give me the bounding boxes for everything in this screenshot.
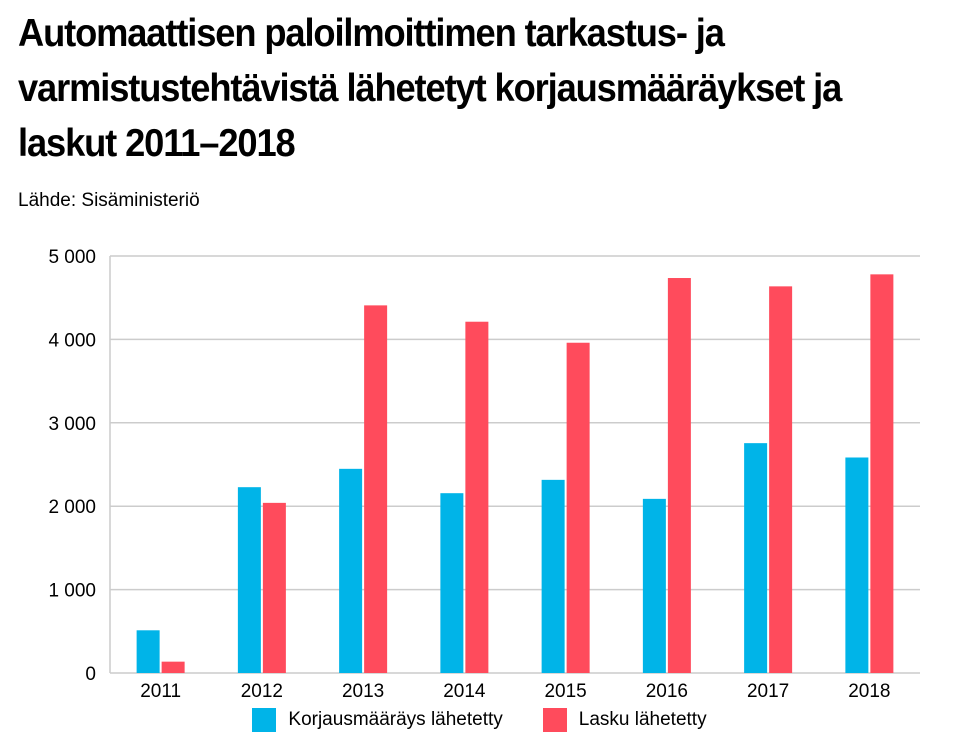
bar-korjausmaarays-2018 (845, 457, 869, 673)
legend-label: Lasku lähetetty (578, 709, 707, 730)
bar-korjausmaarays-2017 (744, 443, 768, 673)
bar-lasku-2018 (870, 274, 894, 673)
chart-title: Automaattisen paloilmoittimen tarkastus-… (18, 12, 842, 165)
legend-item-korjausmaarays: Korjausmääräys lähetetty (252, 708, 503, 732)
chart-source: Lähde: Sisäministeriö (18, 190, 200, 211)
bar-lasku-2017 (769, 286, 793, 673)
bar-lasku-2011 (161, 661, 185, 673)
bar-korjausmaarays-2014 (440, 493, 464, 673)
bar-lasku-2012 (262, 502, 286, 673)
x-tick-label: 2015 (544, 681, 586, 702)
legend-swatch (542, 708, 567, 732)
x-tick-label: 2013 (342, 681, 384, 702)
bar-lasku-2013 (364, 305, 388, 673)
y-tick-label: 3 000 (48, 414, 96, 435)
bar-korjausmaarays-2015 (541, 479, 565, 673)
y-tick-label: 5 000 (48, 247, 96, 268)
x-tick-label: 2018 (848, 681, 890, 702)
legend-item-lasku: Lasku lähetetty (542, 708, 707, 732)
y-tick-label: 0 (85, 664, 96, 685)
x-tick-label: 2016 (646, 681, 688, 702)
x-tick-label: 2012 (241, 681, 283, 702)
bar-lasku-2015 (566, 342, 590, 673)
y-tick-label: 2 000 (48, 497, 96, 518)
bar-korjausmaarays-2013 (339, 468, 363, 673)
x-tick-label: 2017 (747, 681, 789, 702)
x-tick-label: 2014 (443, 681, 486, 702)
y-tick-label: 4 000 (48, 330, 96, 351)
bar-korjausmaarays-2016 (642, 498, 666, 673)
bar-lasku-2014 (465, 321, 489, 673)
bar-korjausmaarays-2011 (136, 630, 160, 673)
legend: Korjausmääräys lähetetty Lasku lähetetty (0, 708, 959, 732)
legend-swatch (252, 708, 277, 732)
legend-label: Korjausmääräys lähetetty (288, 709, 503, 730)
bar-korjausmaarays-2012 (237, 487, 261, 673)
bar-lasku-2016 (667, 278, 691, 673)
y-tick-label: 1 000 (48, 581, 96, 602)
x-tick-label: 2011 (140, 681, 181, 702)
